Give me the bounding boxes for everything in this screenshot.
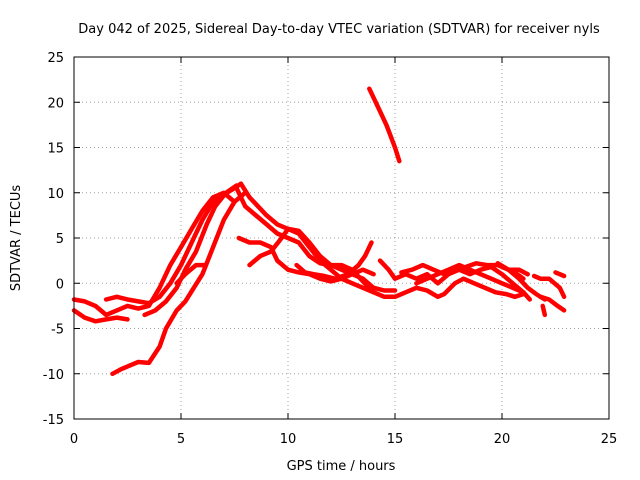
y-tick-label: 10 bbox=[47, 187, 64, 202]
series-pass-r bbox=[531, 273, 567, 300]
x-tick-label: 20 bbox=[494, 432, 511, 447]
series-pass-k bbox=[294, 240, 374, 281]
axis-ticks bbox=[73, 56, 610, 420]
grid bbox=[74, 57, 609, 419]
y-axis-label: SDTVAR / TECUs bbox=[9, 185, 24, 292]
series-pass-d bbox=[110, 190, 248, 377]
y-tick-label: -10 bbox=[43, 368, 64, 383]
series-pass-q bbox=[538, 294, 567, 313]
series-pass-n bbox=[414, 262, 526, 295]
series-pass-t bbox=[553, 270, 567, 279]
series-pass-a bbox=[71, 190, 237, 318]
x-tick-label: 5 bbox=[177, 432, 185, 447]
data-series bbox=[71, 86, 567, 377]
chart-title: Day 042 of 2025, Sidereal Day-to-day VTE… bbox=[78, 22, 600, 37]
x-tick-label: 0 bbox=[70, 432, 78, 447]
series-pass-h bbox=[234, 185, 398, 293]
y-tick-label: 15 bbox=[47, 142, 64, 157]
y-tick-label: 5 bbox=[56, 232, 64, 247]
x-tick-label: 15 bbox=[387, 432, 404, 447]
y-tick-label: 0 bbox=[56, 277, 64, 292]
y-tick-labels: -15 -10 -5 0 5 10 15 20 25 bbox=[43, 51, 64, 428]
y-tick-label: 20 bbox=[47, 96, 64, 111]
x-tick-label: 25 bbox=[601, 432, 618, 447]
y-tick-label: 25 bbox=[47, 51, 64, 66]
series-pass-b bbox=[71, 308, 130, 324]
series-pass-g bbox=[238, 181, 526, 300]
y-tick-label: -15 bbox=[43, 413, 64, 428]
series-pass-u bbox=[367, 86, 402, 164]
series-pass-p bbox=[512, 270, 526, 281]
x-tick-labels: 0 5 10 15 20 25 bbox=[70, 432, 617, 447]
series-pass-f bbox=[174, 262, 207, 286]
series-pass-e bbox=[142, 183, 239, 318]
x-axis-label: GPS time / hours bbox=[287, 459, 396, 474]
series-pass-o bbox=[495, 261, 548, 302]
x-tick-label: 10 bbox=[280, 432, 297, 447]
series-pass-s bbox=[540, 303, 548, 318]
y-tick-label: -5 bbox=[51, 323, 64, 338]
